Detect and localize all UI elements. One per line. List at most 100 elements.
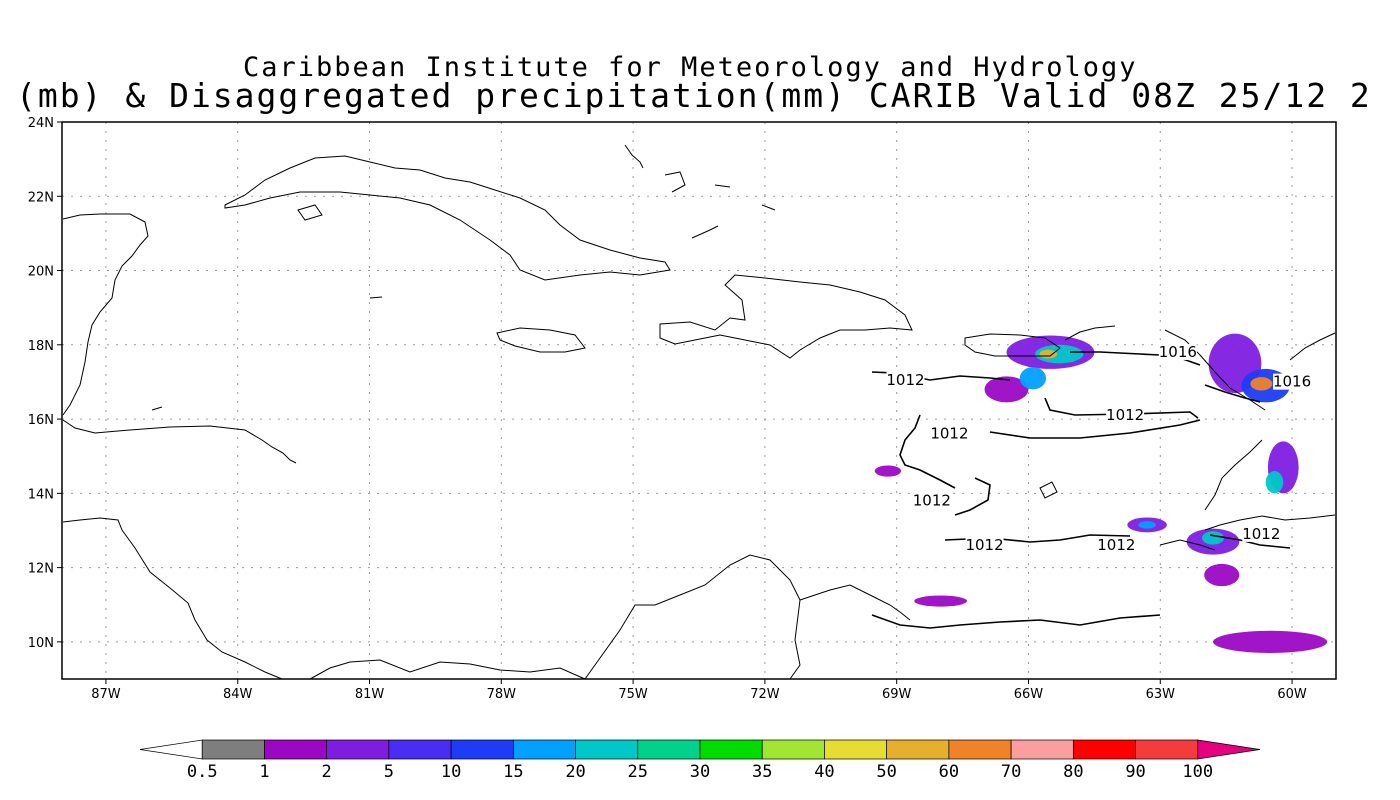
colorbar-swatch xyxy=(326,739,390,760)
contour-label: 1012 xyxy=(965,536,1003,554)
lon-tick-label: 81W xyxy=(355,687,385,702)
coastline-trinidad xyxy=(1159,539,1216,551)
contour-label-bg xyxy=(1106,407,1145,424)
coastline-inagua xyxy=(691,225,719,239)
colorbar-swatch xyxy=(761,739,825,760)
coastline-pines xyxy=(297,204,323,221)
isobar-1012-e xyxy=(954,477,991,516)
contour-labels: 1016 1016 1012 1012 1012 1012 1012 1012 1012 xyxy=(886,343,1311,554)
coastline-yucatan xyxy=(62,213,149,416)
coastline-cuba xyxy=(224,155,671,281)
coastline-caicos xyxy=(761,204,776,211)
contour-label-bg xyxy=(1158,343,1197,360)
grid-lines xyxy=(62,121,1336,679)
isobar-1012-d xyxy=(989,419,1201,439)
colorbar-label: 1 xyxy=(259,762,269,782)
lon-tick-label: 66W xyxy=(1014,687,1044,702)
colorbar-label: 25 xyxy=(628,762,648,782)
lon-tick-label: 72W xyxy=(750,687,780,702)
lat-tick-label: 14N xyxy=(28,487,54,502)
contour-label: 1012 xyxy=(1106,406,1144,424)
precip-cell xyxy=(1035,344,1084,364)
lon-tick-label: 78W xyxy=(487,687,517,702)
colorbar-swatch xyxy=(1072,739,1136,760)
lon-tick-label: 69W xyxy=(882,687,912,702)
colorbar-swatch xyxy=(824,739,888,760)
colorbar-label: 100 xyxy=(1182,762,1213,782)
lon-tick-label: 84W xyxy=(223,687,253,702)
contour-label: 1012 xyxy=(1242,525,1280,543)
colorbar-label: 90 xyxy=(1125,762,1145,782)
contour-label: 1012 xyxy=(886,371,924,389)
axis-ticks: 87W 84W 81W 78W 75W 72W 69W 66W 63W 60W 10N 12N 14N 1… xyxy=(28,116,1307,702)
lon-tick-label: 63W xyxy=(1146,687,1176,702)
precip-cell xyxy=(874,465,902,477)
coastline-hispaniola xyxy=(659,274,913,359)
isobar-south-coast xyxy=(871,614,1161,629)
coastline-venezuela xyxy=(584,554,801,680)
contour-label: 1012 xyxy=(913,491,951,509)
colorbar-swatch xyxy=(699,739,763,760)
precip-cell xyxy=(984,376,1029,403)
lon-tick-label: 87W xyxy=(91,687,121,702)
coastline-venezuela-east xyxy=(799,584,911,621)
contour-label: 1012 xyxy=(930,425,968,443)
lon-tick-label: 75W xyxy=(618,687,648,702)
contour-label: 1016 xyxy=(1159,343,1197,361)
lat-tick-label: 10N xyxy=(28,636,54,651)
colorbar-min-arrow xyxy=(139,739,203,760)
colorbar-swatch xyxy=(886,739,950,760)
precip-cell xyxy=(914,595,967,607)
colorbar-swatch xyxy=(637,739,701,760)
contour-label-bg xyxy=(1242,525,1281,542)
lat-tick-label: 20N xyxy=(28,265,54,280)
colorbar-swatch xyxy=(575,739,639,760)
coastline-turks xyxy=(714,184,731,188)
colorbar-label: 40 xyxy=(814,762,834,782)
precip-cell xyxy=(1212,630,1328,654)
coastline-cayman xyxy=(369,296,383,299)
coastline-grenadines xyxy=(1204,514,1336,531)
colorbar: 0.5 1 2 5 10 15 20 25 30 35 40 50 60 70 80 90 100 xyxy=(139,739,1261,782)
colorbar-max-arrow xyxy=(1197,739,1261,760)
contour-label-bg xyxy=(912,492,951,509)
coastline-colombia xyxy=(309,659,586,680)
colorbar-swatch xyxy=(948,739,1012,760)
precip-cell xyxy=(1204,563,1240,587)
precip-cell xyxy=(1039,349,1058,359)
colorbar-label: 30 xyxy=(690,762,710,782)
coastline-bay-islands xyxy=(151,406,163,411)
title-line-1: Caribbean Institute for Meteorology and … xyxy=(243,52,1138,83)
contour-label: 1012 xyxy=(1097,536,1135,554)
precip-cell xyxy=(1019,367,1047,390)
lat-tick-label: 12N xyxy=(28,562,54,577)
precip-cell xyxy=(1138,521,1156,529)
colorbar-label: 80 xyxy=(1063,762,1083,782)
colorbar-swatch xyxy=(1010,739,1074,760)
precip-cell xyxy=(1265,471,1284,494)
coastline-windward xyxy=(1204,439,1263,511)
colorbar-label: 70 xyxy=(1001,762,1021,782)
colorbar-swatch xyxy=(388,739,452,760)
plot-frame xyxy=(61,121,1337,680)
colorbar-label: 35 xyxy=(752,762,772,782)
colorbar-label: 0.5 xyxy=(187,762,218,782)
contour-label-bg xyxy=(1097,537,1136,554)
isobar-1016-east xyxy=(1204,384,1261,403)
title-line-2: (mb) & Disaggregated precipitation(mm) C… xyxy=(16,76,1372,115)
coastline-panama xyxy=(62,517,283,680)
colorbar-label: 10 xyxy=(441,762,461,782)
colorbar-label: 2 xyxy=(322,762,332,782)
colorbar-label: 5 xyxy=(384,762,394,782)
contour-label-bg xyxy=(1273,373,1312,390)
colorbar-label: 50 xyxy=(876,762,896,782)
isobar-contours xyxy=(871,351,1291,629)
coastline-puerto-rico xyxy=(964,333,1061,357)
coastline-virgin-islands xyxy=(1064,325,1116,341)
isobar-1012-c xyxy=(899,414,956,489)
coastline-bahamas-2 xyxy=(664,171,686,193)
coastline-bahamas xyxy=(624,144,644,169)
contour-label-bg xyxy=(965,537,1004,554)
colorbar-swatch xyxy=(1135,739,1199,760)
